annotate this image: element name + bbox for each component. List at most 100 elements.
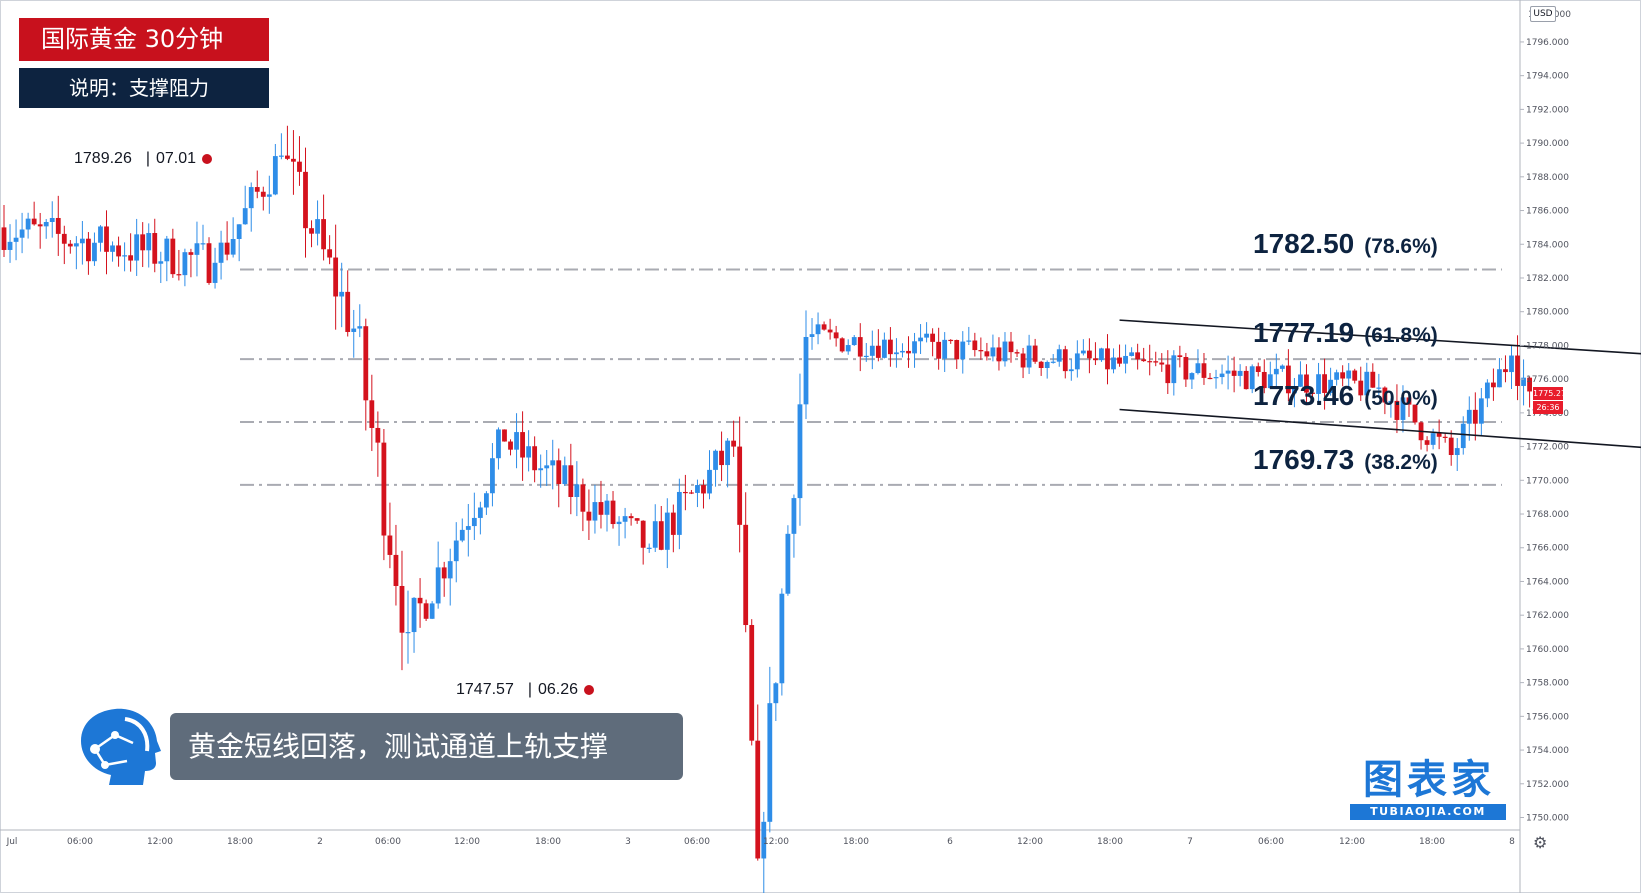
candle-body xyxy=(206,243,212,283)
candle-body xyxy=(351,328,357,332)
candle-body xyxy=(616,521,622,525)
candle-body xyxy=(429,603,435,619)
candle-body xyxy=(803,336,809,405)
price-tick-label: 1758.000 xyxy=(1526,679,1569,689)
candle-body xyxy=(266,194,272,197)
candle-body xyxy=(1014,352,1020,354)
bar-countdown-tag: 26:36 xyxy=(1533,401,1563,414)
high-date: 07.01 xyxy=(156,150,197,167)
current-price-tag: 1775.271 xyxy=(1533,387,1572,400)
candle-body xyxy=(664,512,670,550)
level-percent: (78.6%) xyxy=(1364,235,1438,258)
candle-body xyxy=(1219,373,1225,378)
candle-body xyxy=(948,339,954,342)
candle-body xyxy=(315,219,320,234)
candle-body xyxy=(1213,377,1219,379)
candle-body xyxy=(339,291,345,297)
candle-body xyxy=(345,291,351,332)
currency-selector[interactable]: USD xyxy=(1530,6,1556,22)
price-axis: 1798.0001796.0001794.0001792.0001790.000… xyxy=(1520,10,1571,824)
candle-body xyxy=(833,332,839,339)
candle-body xyxy=(423,603,429,619)
time-tick-label: 8 xyxy=(1509,837,1515,847)
brand-name: 图表家 xyxy=(1363,757,1495,803)
candle-body xyxy=(1243,370,1249,390)
candle-body xyxy=(387,535,393,555)
price-tick-label: 1794.000 xyxy=(1526,72,1569,82)
price-tick-label: 1796.000 xyxy=(1526,38,1569,48)
candle-body xyxy=(538,468,544,471)
candle-body xyxy=(1304,374,1309,393)
gear-icon[interactable]: ⚙ xyxy=(1533,833,1548,852)
candle-body xyxy=(1400,397,1406,420)
price-tick-label: 1788.000 xyxy=(1526,173,1569,183)
time-tick-label: 3 xyxy=(625,837,631,847)
candle-body xyxy=(526,446,532,458)
candle-body xyxy=(375,427,381,443)
candle-body xyxy=(1273,368,1279,375)
candle-body xyxy=(894,352,899,355)
candle-body xyxy=(1521,377,1526,386)
candle-body xyxy=(278,155,284,157)
level-label-382: 1769.73 (38.2%) xyxy=(1253,444,1438,476)
candle-body xyxy=(303,171,308,229)
candle-body xyxy=(1346,370,1352,379)
chart-subtitle: 说明：支撑阻力 xyxy=(19,68,269,108)
time-tick-label: 18:00 xyxy=(535,837,561,847)
candle-body xyxy=(43,221,49,227)
candle-body xyxy=(260,191,266,197)
candle-body xyxy=(230,239,236,255)
price-tick-label: 1760.000 xyxy=(1526,645,1569,655)
price-tick-label: 1772.000 xyxy=(1526,443,1569,453)
candle-body xyxy=(37,224,43,227)
candle-body xyxy=(92,242,97,262)
candle-body xyxy=(411,597,417,633)
candle-body xyxy=(1376,387,1382,389)
candle-body xyxy=(875,345,881,358)
candle-body xyxy=(1472,409,1478,424)
candle-body xyxy=(562,465,568,485)
price-tick-label: 1770.000 xyxy=(1526,476,1569,486)
candle-body xyxy=(188,252,194,255)
candle-body xyxy=(321,219,326,250)
brand-url: TUBIAOJIA.COM xyxy=(1350,804,1506,820)
candle-body xyxy=(544,465,550,469)
candle-body xyxy=(1201,363,1207,378)
candle-body xyxy=(327,249,333,258)
candle-body xyxy=(785,533,791,594)
candle-body xyxy=(194,243,200,255)
candle-body xyxy=(839,338,845,352)
candle-body xyxy=(465,526,471,530)
candle-body xyxy=(809,334,815,337)
time-tick-label: 12:00 xyxy=(1017,837,1043,847)
candle-body xyxy=(1177,355,1183,357)
candle-body xyxy=(1334,372,1340,380)
level-price: 1769.73 xyxy=(1253,444,1355,475)
candle-body xyxy=(1062,349,1068,372)
candle-body xyxy=(761,821,767,859)
candle-body xyxy=(598,502,604,515)
low-annotation: 1747.57 | 06.26 xyxy=(456,681,578,699)
candle-body xyxy=(1020,353,1026,368)
candle-body xyxy=(670,512,676,535)
price-tick-label: 1792.000 xyxy=(1526,105,1569,115)
candle-body xyxy=(86,238,91,262)
level-label-500: 1773.46 (50.0%) xyxy=(1253,380,1438,412)
channel-upper-line xyxy=(1119,319,1641,355)
candle-body xyxy=(152,233,158,264)
brand-watermark: 图表家 TUBIAOJIA.COM xyxy=(1349,757,1509,823)
candle-body xyxy=(1026,345,1032,368)
candle-body xyxy=(1153,361,1159,363)
candle-body xyxy=(695,485,700,493)
candle-body xyxy=(363,326,369,401)
candle-body xyxy=(881,339,887,358)
time-tick-label: 7 xyxy=(1187,837,1193,847)
price-tick-label: 1778.000 xyxy=(1526,341,1569,351)
candle-body xyxy=(634,518,640,521)
price-tick-label: 1756.000 xyxy=(1526,712,1569,722)
candle-body xyxy=(19,229,25,238)
candle-body xyxy=(1430,433,1436,445)
candle-body xyxy=(676,491,682,535)
level-label-786: 1782.50 (78.6%) xyxy=(1253,228,1438,260)
